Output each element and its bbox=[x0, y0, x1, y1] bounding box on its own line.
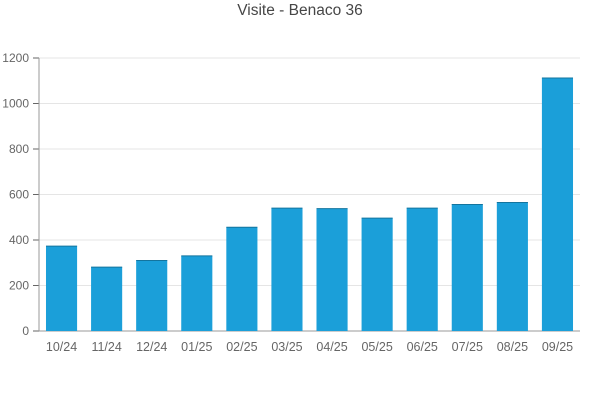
svg-text:05/25: 05/25 bbox=[361, 340, 392, 354]
svg-text:1200: 1200 bbox=[2, 51, 29, 65]
svg-text:600: 600 bbox=[9, 188, 29, 202]
svg-text:09/25: 09/25 bbox=[542, 340, 573, 354]
svg-text:03/25: 03/25 bbox=[271, 340, 302, 354]
svg-text:0: 0 bbox=[22, 324, 29, 338]
svg-text:06/25: 06/25 bbox=[407, 340, 438, 354]
svg-text:1000: 1000 bbox=[2, 97, 29, 111]
svg-text:04/25: 04/25 bbox=[316, 340, 347, 354]
svg-text:08/25: 08/25 bbox=[497, 340, 528, 354]
svg-text:11/24: 11/24 bbox=[91, 340, 121, 354]
svg-text:10/24: 10/24 bbox=[46, 340, 77, 354]
svg-text:01/25: 01/25 bbox=[181, 340, 212, 354]
svg-text:800: 800 bbox=[9, 142, 29, 156]
svg-text:12/24: 12/24 bbox=[136, 340, 167, 354]
svg-text:400: 400 bbox=[9, 233, 29, 247]
svg-text:02/25: 02/25 bbox=[226, 340, 257, 354]
svg-text:07/25: 07/25 bbox=[452, 340, 483, 354]
svg-text:200: 200 bbox=[9, 279, 29, 293]
